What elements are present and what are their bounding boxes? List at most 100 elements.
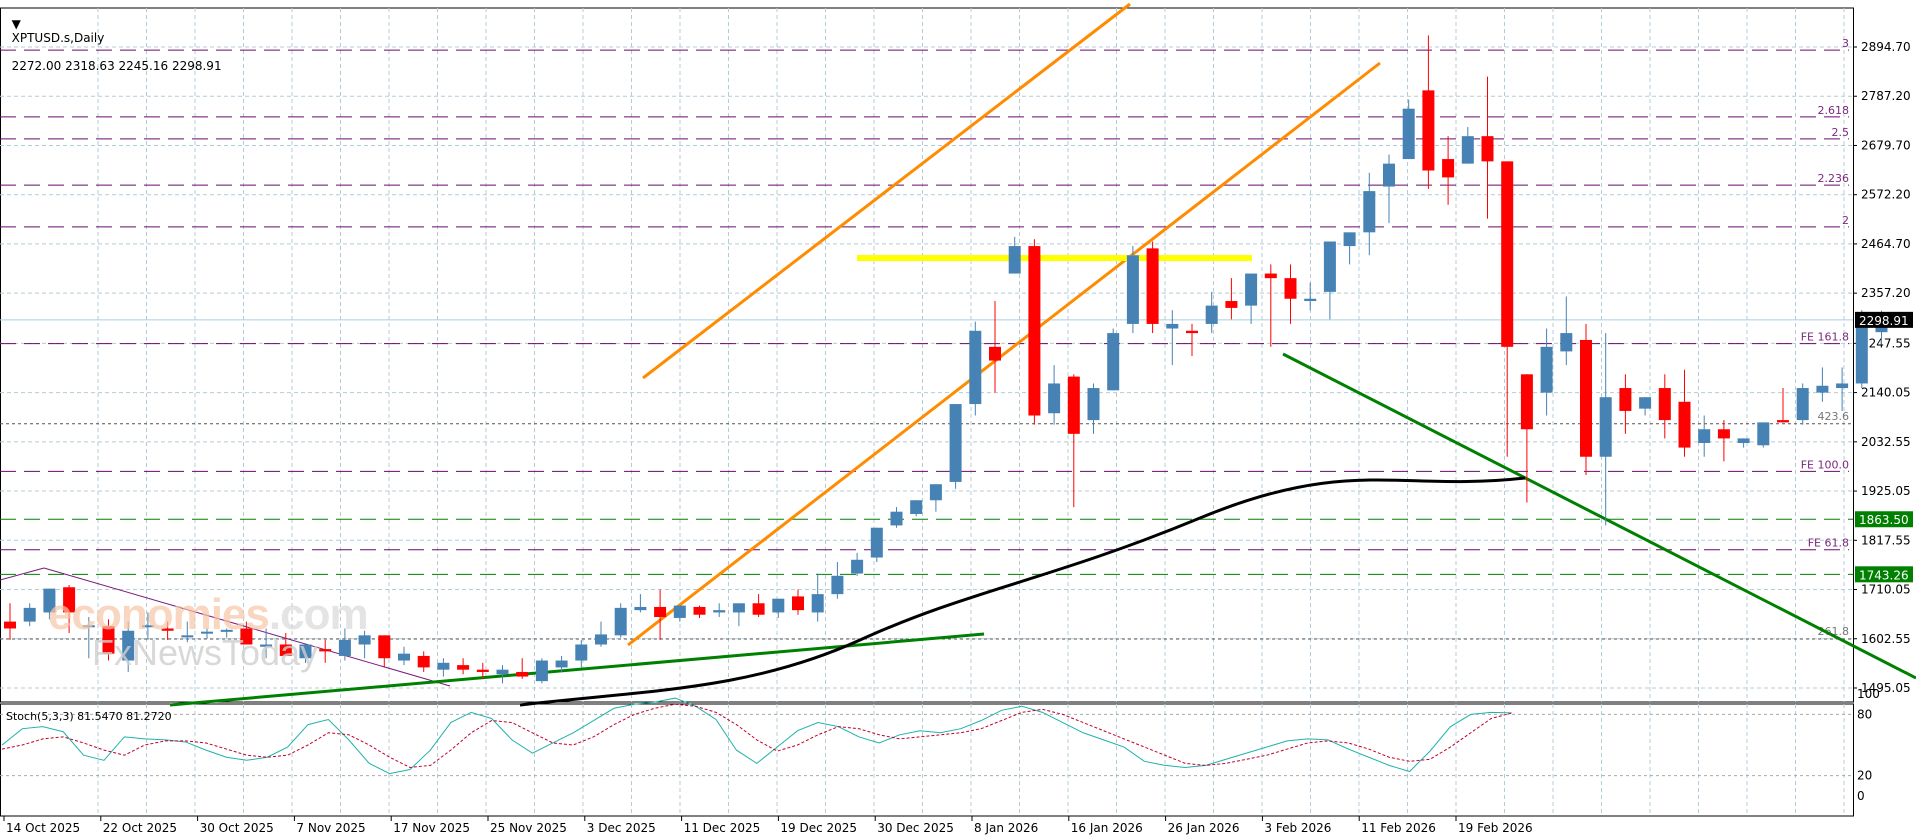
candle[interactable] [1461, 127, 1474, 164]
candle[interactable] [1264, 264, 1277, 347]
candle[interactable] [1717, 420, 1730, 462]
candle[interactable] [4, 603, 16, 640]
candle[interactable] [1520, 374, 1533, 503]
candle[interactable] [1225, 278, 1238, 320]
candle[interactable] [1481, 76, 1494, 219]
candle[interactable] [1737, 438, 1750, 448]
candle[interactable] [1048, 365, 1061, 425]
candle[interactable] [102, 619, 115, 661]
candle[interactable] [181, 621, 194, 643]
candle[interactable] [1186, 323, 1198, 356]
candle[interactable] [260, 628, 273, 659]
candle[interactable] [870, 527, 883, 563]
candle[interactable] [1304, 282, 1317, 311]
candle[interactable] [1087, 383, 1100, 434]
candle[interactable] [1836, 367, 1849, 411]
candle[interactable] [240, 621, 253, 645]
candle[interactable] [792, 589, 804, 615]
candle[interactable] [1816, 367, 1829, 402]
candle[interactable] [1540, 328, 1553, 416]
candle[interactable] [516, 658, 529, 679]
candle[interactable] [1107, 328, 1120, 391]
candle[interactable] [752, 594, 765, 618]
candle[interactable] [1166, 310, 1179, 366]
candle[interactable] [595, 621, 607, 647]
candle[interactable] [1639, 397, 1652, 416]
x-axis-label: 30 Dec 2025 [877, 821, 954, 835]
candle[interactable] [1008, 236, 1021, 274]
collapse-arrow-icon[interactable]: ▼ [11, 17, 21, 31]
candle[interactable] [1422, 35, 1435, 189]
candle[interactable] [496, 665, 509, 684]
candle[interactable] [851, 552, 864, 576]
candle[interactable] [457, 658, 470, 675]
candle[interactable] [476, 662, 489, 679]
candle[interactable] [1560, 296, 1573, 366]
candle[interactable] [1698, 415, 1711, 457]
candle[interactable] [929, 484, 942, 512]
candle[interactable] [220, 628, 233, 638]
candle[interactable] [890, 507, 903, 528]
candle[interactable] [1363, 172, 1376, 256]
candle[interactable] [989, 301, 1001, 393]
candle[interactable] [1245, 273, 1258, 324]
candle[interactable] [772, 598, 785, 618]
candle[interactable] [575, 639, 588, 668]
candle[interactable] [1126, 246, 1139, 334]
candle[interactable] [693, 605, 706, 618]
candle[interactable] [1028, 239, 1041, 425]
candle[interactable] [1580, 323, 1592, 476]
candle[interactable] [969, 321, 982, 416]
candle[interactable] [1067, 374, 1080, 508]
candle[interactable] [654, 589, 667, 640]
candle[interactable] [1402, 99, 1415, 160]
candle[interactable] [358, 630, 371, 659]
candle[interactable] [1501, 161, 1514, 457]
candle[interactable] [831, 562, 844, 599]
candle[interactable] [398, 646, 410, 666]
candle[interactable] [43, 588, 56, 620]
candle[interactable] [319, 639, 332, 663]
candle[interactable] [1343, 232, 1356, 265]
candle[interactable] [437, 658, 450, 677]
candle[interactable] [1599, 333, 1612, 526]
candle[interactable] [299, 644, 312, 663]
candle[interactable] [338, 628, 351, 661]
candle[interactable] [634, 594, 647, 613]
candle[interactable] [1383, 154, 1395, 224]
candle[interactable] [1146, 241, 1159, 334]
candle[interactable] [417, 651, 430, 672]
candle[interactable] [1619, 374, 1632, 434]
candle[interactable] [378, 635, 391, 668]
candle[interactable] [1442, 136, 1455, 205]
candle[interactable] [1658, 374, 1671, 439]
x-axis-label: 11 Feb 2026 [1361, 821, 1436, 835]
candle[interactable] [949, 404, 962, 489]
candle[interactable] [1757, 422, 1770, 448]
candle[interactable] [1796, 383, 1809, 425]
candle[interactable] [23, 603, 36, 627]
candle[interactable] [82, 617, 95, 659]
candle[interactable] [811, 573, 824, 622]
candle[interactable] [1678, 369, 1691, 457]
candle[interactable] [1323, 241, 1336, 320]
candle[interactable] [555, 655, 568, 672]
candle[interactable] [535, 658, 548, 684]
candle[interactable] [201, 628, 213, 640]
candle[interactable] [161, 621, 174, 640]
candle[interactable] [910, 500, 923, 517]
candle[interactable] [713, 603, 726, 618]
candle[interactable] [279, 633, 292, 656]
candle[interactable] [614, 603, 627, 638]
x-axis-label: 7 Nov 2025 [296, 821, 365, 835]
candle[interactable] [63, 584, 76, 634]
candle[interactable] [673, 605, 686, 622]
candle[interactable] [1205, 291, 1218, 334]
candle[interactable] [1284, 264, 1297, 324]
candle[interactable] [732, 603, 745, 627]
candle[interactable] [1777, 388, 1789, 423]
candle[interactable] [122, 621, 135, 672]
svg-text:1863.50: 1863.50 [1859, 513, 1909, 527]
candle[interactable] [141, 612, 154, 640]
